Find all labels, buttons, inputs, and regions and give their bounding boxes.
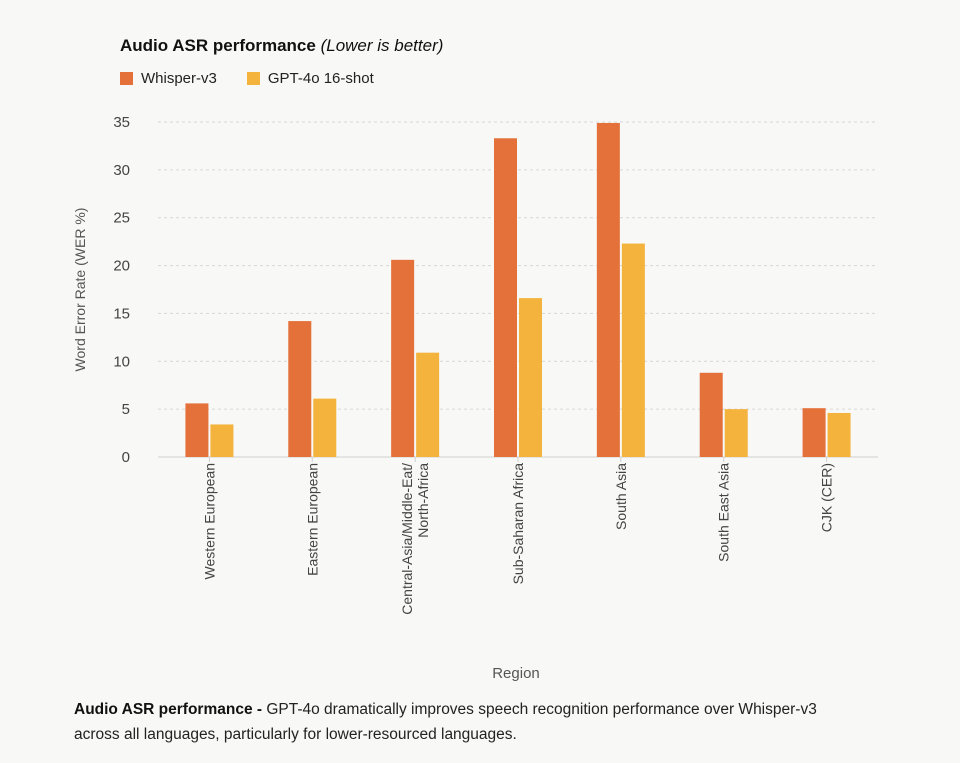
x-tick-label: CJK (CER)	[819, 463, 835, 532]
legend-swatch-whisper	[120, 72, 133, 85]
x-tick-label: Western European	[201, 463, 217, 579]
bar-whisper	[391, 259, 415, 457]
chart-title: Audio ASR performance (Lower is better)	[120, 36, 443, 56]
legend-item-gpt4o: GPT-4o 16-shot	[246, 70, 374, 87]
bar-whisper	[494, 138, 517, 457]
x-tick-label-line: North-Africa	[415, 463, 431, 538]
legend-label-gpt4o: GPT-4o 16-shot	[267, 70, 374, 87]
x-tick-label-line: Eastern European	[304, 463, 320, 576]
legend: Whisper-v3 GPT-4o 16-shot	[120, 70, 374, 87]
x-tick-label-line: CJK (CER)	[819, 463, 835, 532]
x-tick-label: Sub-Saharan Africa	[510, 463, 526, 585]
bar-gpt4o	[724, 409, 748, 457]
y-tick-label: 10	[113, 353, 130, 370]
chart-title-main: Audio ASR performance	[120, 36, 316, 55]
bar-whisper	[596, 122, 620, 457]
bar-whisper	[699, 372, 723, 457]
legend-label-whisper: Whisper-v3	[141, 70, 217, 87]
caption-text: GPT-4o dramatically improves speech reco…	[74, 701, 817, 743]
y-tick-label: 20	[113, 258, 130, 275]
bar-whisper	[185, 403, 209, 457]
bar-gpt4o	[827, 412, 851, 457]
x-tick-label: Eastern European	[304, 463, 320, 576]
y-tick-label: 35	[113, 114, 130, 131]
bar-whisper	[802, 408, 826, 457]
bar-gpt4o	[519, 298, 542, 457]
x-tick-label-line: Central-Asia/Middle-Eat/	[399, 463, 415, 615]
y-tick-label: 30	[113, 162, 130, 179]
x-tick-label-line: Western European	[201, 463, 217, 579]
x-tick-label-line: Sub-Saharan Africa	[510, 463, 526, 585]
chart-subtitle: (Lower is better)	[320, 36, 444, 55]
bar-whisper	[288, 321, 312, 457]
y-axis-title: Word Error Rate (WER %)	[72, 208, 88, 372]
y-tick-label: 15	[113, 305, 130, 322]
bar-gpt4o	[210, 424, 234, 457]
x-tick-label-line: South East Asia	[716, 463, 732, 562]
bar-chart: 0 5 10 15 20 25 30 35 Word Error Rate (WER %) Reg…	[72, 114, 878, 682]
x-tick-label: South East Asia	[716, 463, 732, 562]
y-tick-label: 5	[122, 401, 130, 418]
x-tick-label: Central-Asia/Middle-Eat/North-Africa	[399, 463, 431, 615]
legend-swatch-gpt4o	[246, 72, 260, 85]
legend-item-whisper: Whisper-v3	[120, 70, 217, 87]
y-tick-label: 0	[122, 449, 130, 466]
caption-bold: Audio ASR performance -	[74, 701, 263, 718]
figure-caption: Audio ASR performance - GPT-4o dramatica…	[74, 697, 834, 747]
x-tick-label: South Asia	[613, 463, 629, 530]
y-tick-label: 25	[113, 210, 130, 227]
bar-gpt4o	[416, 352, 440, 457]
x-tick-label-line: South Asia	[613, 463, 629, 530]
bar-gpt4o	[313, 398, 337, 457]
bar-gpt4o	[621, 243, 645, 457]
x-axis-title: Region	[492, 665, 540, 682]
